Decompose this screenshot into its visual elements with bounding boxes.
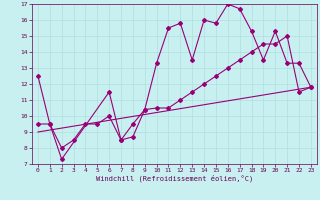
X-axis label: Windchill (Refroidissement éolien,°C): Windchill (Refroidissement éolien,°C): [96, 175, 253, 182]
